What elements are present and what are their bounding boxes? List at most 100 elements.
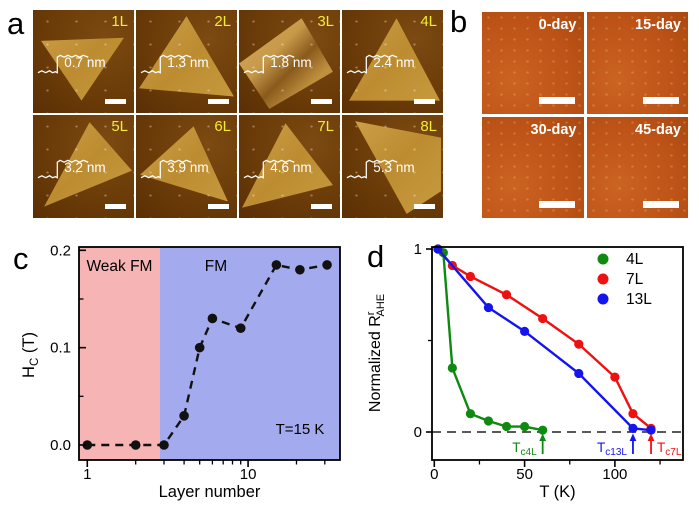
thickness-label: 5.3 nm [373, 160, 415, 176]
y-tick-label: 0.2 [50, 242, 71, 259]
height-profile-curve [346, 54, 398, 74]
thickness-label: 1.3 nm [167, 55, 209, 71]
legend-marker-7L [597, 273, 609, 285]
day-label: 0-day [538, 17, 577, 33]
layer-count-label: 2L [214, 13, 231, 30]
data-point [130, 440, 141, 450]
data-point-4L [465, 409, 476, 419]
data-point [207, 313, 218, 324]
y-tick-label: 1 [414, 241, 422, 258]
panel-letter-b: b [450, 4, 468, 39]
scale-bar [105, 99, 126, 104]
x-axis-label: Layer number [159, 483, 261, 501]
height-profile-curve [140, 54, 192, 74]
layer-count-label: 5L [111, 118, 128, 135]
legend-label: 13L [626, 291, 652, 308]
day-label: 15-day [635, 17, 681, 33]
layer-count-label: 6L [214, 118, 231, 135]
afm-tile-30-day: 30-day [482, 116, 584, 218]
day-label: 45-day [635, 121, 681, 138]
y-tick-label: 0.1 [50, 340, 71, 357]
data-point-7L [628, 409, 638, 419]
data-point-13L [520, 326, 530, 336]
tc-label: Tc4L [512, 440, 537, 458]
scale-bar [105, 204, 126, 209]
afm-tile-4L: 4L 2.4 nm [342, 10, 443, 113]
phase-region-1 [159, 247, 340, 460]
scale-bar [208, 204, 229, 209]
plot-frame [431, 246, 684, 461]
data-point-4L [501, 421, 512, 432]
data-point-7L [538, 313, 548, 324]
y-axis-label: Normalized RrAHE [365, 294, 387, 412]
data-point-7L [465, 271, 476, 282]
layer-count-label: 4L [420, 13, 437, 30]
data-point-13L [483, 302, 494, 313]
afm-tile-2L: 2L 1.3 nm [136, 10, 237, 113]
thickness-label: 2.4 nm [373, 55, 415, 71]
x-tick-label: 50 [516, 466, 533, 483]
layer-count-label: 3L [317, 13, 334, 30]
region-label: FM [205, 258, 227, 275]
panel-letter-d: d [367, 239, 385, 274]
data-point [194, 342, 205, 353]
data-point [159, 440, 169, 450]
x-tick-label: 10 [240, 466, 257, 483]
x-axis-label: T (K) [539, 483, 575, 501]
scale-bar [643, 201, 679, 208]
thickness-label: 3.9 nm [167, 160, 209, 176]
panel-letter-a: a [4, 5, 33, 43]
afm-tile-45-day: 45-day [586, 116, 688, 218]
legend-label: 7L [626, 271, 644, 288]
x-tick-label: 100 [602, 466, 627, 483]
y-tick-label: 0 [414, 424, 422, 441]
afm-tile-5L: 5L 3.2 nm [33, 115, 134, 218]
y-tick-label: 0.0 [50, 437, 71, 454]
x-tick-label: 1 [83, 466, 91, 483]
data-point-13L [628, 423, 638, 433]
scale-bar [414, 99, 435, 104]
scale-bar [538, 201, 575, 208]
data-point-13L [433, 244, 443, 254]
layer-count-label: 8L [420, 118, 437, 135]
thickness-label: 3.2 nm [64, 160, 106, 176]
data-point [179, 411, 189, 421]
afm-tile-0-day: 0-day [482, 12, 584, 114]
scale-bar [311, 99, 332, 104]
scale-bar [643, 96, 679, 104]
data-point [295, 264, 305, 275]
height-profile-curve [37, 159, 89, 179]
panel-d-chart: 0 50 100 1 0 T (K) Normalized RrAHE 4L 7L 13L Tc4L… [365, 241, 684, 501]
plot-frame [78, 246, 341, 461]
data-point-13L [574, 368, 584, 379]
panel-letter-c: c [13, 241, 29, 276]
day-label: 30-day [530, 121, 577, 138]
layer-count-label: 1L [111, 13, 128, 30]
afm-tile-8L: 8L 5.3 nm [342, 115, 443, 218]
height-profile-curve [140, 159, 192, 179]
series-line-4L [442, 252, 543, 432]
x-tick-label: 0 [430, 466, 438, 483]
legend-marker-4L [597, 253, 609, 265]
scale-bar [538, 96, 575, 104]
height-profile-curve [243, 159, 295, 179]
phase-region-0 [79, 247, 160, 460]
panel-b-afm-grid: 0-day 15-day 30-day 45-day [482, 12, 688, 218]
tc-label: Tc7L [657, 440, 682, 458]
layer-count-label: 7L [317, 118, 334, 135]
afm-tile-3L: 3L 1.8 nm [239, 10, 340, 113]
data-point-7L [574, 339, 584, 349]
data-point-4L [538, 425, 548, 435]
data-point [322, 260, 332, 270]
region-label: Weak FM [86, 258, 152, 275]
height-profile-curve [243, 54, 295, 74]
data-point-13L [646, 425, 656, 435]
temperature-annotation: T=15 K [276, 421, 325, 438]
data-point-4L [520, 421, 530, 432]
legend-marker-13L [597, 293, 609, 305]
data-point-7L [610, 372, 620, 382]
hc-dashed-line [87, 263, 328, 447]
scale-bar [414, 204, 435, 209]
data-point-4L [447, 363, 457, 373]
